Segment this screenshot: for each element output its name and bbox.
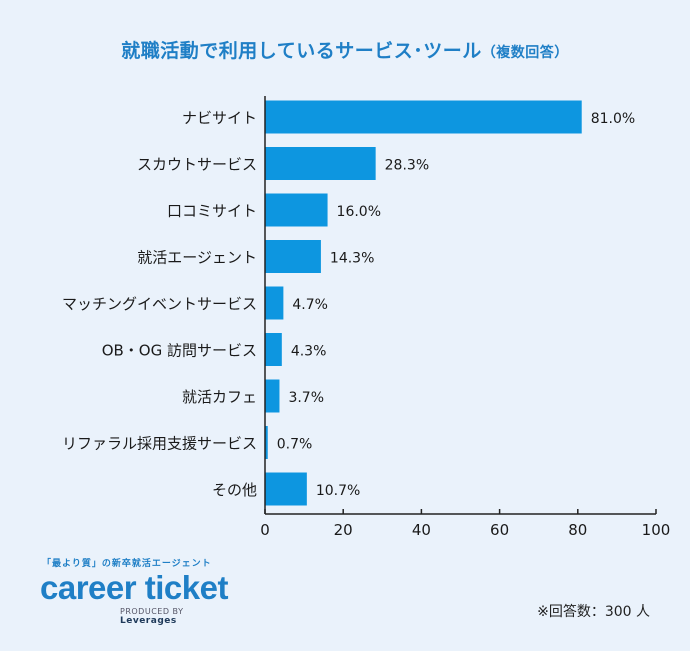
byline-company: Leverages bbox=[120, 616, 177, 626]
category-label: その他 bbox=[212, 481, 257, 499]
x-tick-label: 0 bbox=[260, 521, 270, 539]
chart-title-note: （複数回答） bbox=[481, 45, 569, 61]
x-tick-label: 60 bbox=[490, 521, 509, 539]
value-label: 14.3% bbox=[330, 251, 374, 267]
bar-chart: ナビサイト 81.0% スカウトサービス 28.3% 口コミサイト 16.0% 就活エージェ… bbox=[62, 96, 671, 539]
byline-prefix: PRODUCED BY bbox=[120, 607, 184, 616]
respondent-count: ※回答数：300 人 bbox=[537, 604, 650, 620]
category-label: 就活エージェント bbox=[137, 249, 257, 267]
x-tick-label: 20 bbox=[334, 521, 353, 539]
bar bbox=[265, 240, 321, 273]
bar bbox=[265, 100, 582, 134]
bar bbox=[265, 286, 284, 320]
bar bbox=[265, 426, 268, 459]
brand-block: 「最より質」の新卒就活エージェント career ticket PRODUCED… bbox=[40, 556, 240, 626]
value-label: 4.7% bbox=[292, 297, 328, 313]
category-label: リファラル採用支援サービス bbox=[62, 435, 257, 453]
bar bbox=[265, 193, 328, 227]
category-label: OB・OG 訪問サービス bbox=[102, 342, 257, 360]
brand-tagline: 「最より質」の新卒就活エージェント bbox=[42, 559, 212, 569]
category-label: マッチングイベントサービス bbox=[62, 295, 257, 313]
x-tick-label: 80 bbox=[568, 521, 587, 539]
value-label: 16.0% bbox=[337, 204, 381, 220]
bar bbox=[265, 472, 307, 506]
bar bbox=[265, 147, 376, 180]
x-tick-label: 100 bbox=[642, 521, 671, 539]
brand-byline: PRODUCED BY Leverages bbox=[120, 607, 240, 626]
category-label: 就活カフェ bbox=[182, 388, 257, 406]
value-label: 10.7% bbox=[316, 483, 360, 499]
bar bbox=[265, 333, 282, 366]
value-label: 4.3% bbox=[291, 344, 327, 360]
chart-title: 就職活動で利用しているサービス･ツール（複数回答） bbox=[0, 36, 690, 63]
category-label: ナビサイト bbox=[182, 109, 257, 127]
value-label: 81.0% bbox=[591, 111, 635, 127]
career-ticket-logo: career ticket bbox=[40, 569, 228, 606]
bar bbox=[265, 379, 280, 413]
value-label: 0.7% bbox=[277, 437, 313, 453]
x-tick-label: 40 bbox=[412, 521, 431, 539]
category-label: スカウトサービス bbox=[137, 156, 257, 174]
category-label: 口コミサイト bbox=[167, 202, 257, 220]
value-label: 3.7% bbox=[288, 390, 324, 406]
chart-title-text: 就職活動で利用しているサービス･ツール bbox=[121, 40, 482, 62]
value-label: 28.3% bbox=[385, 158, 429, 174]
